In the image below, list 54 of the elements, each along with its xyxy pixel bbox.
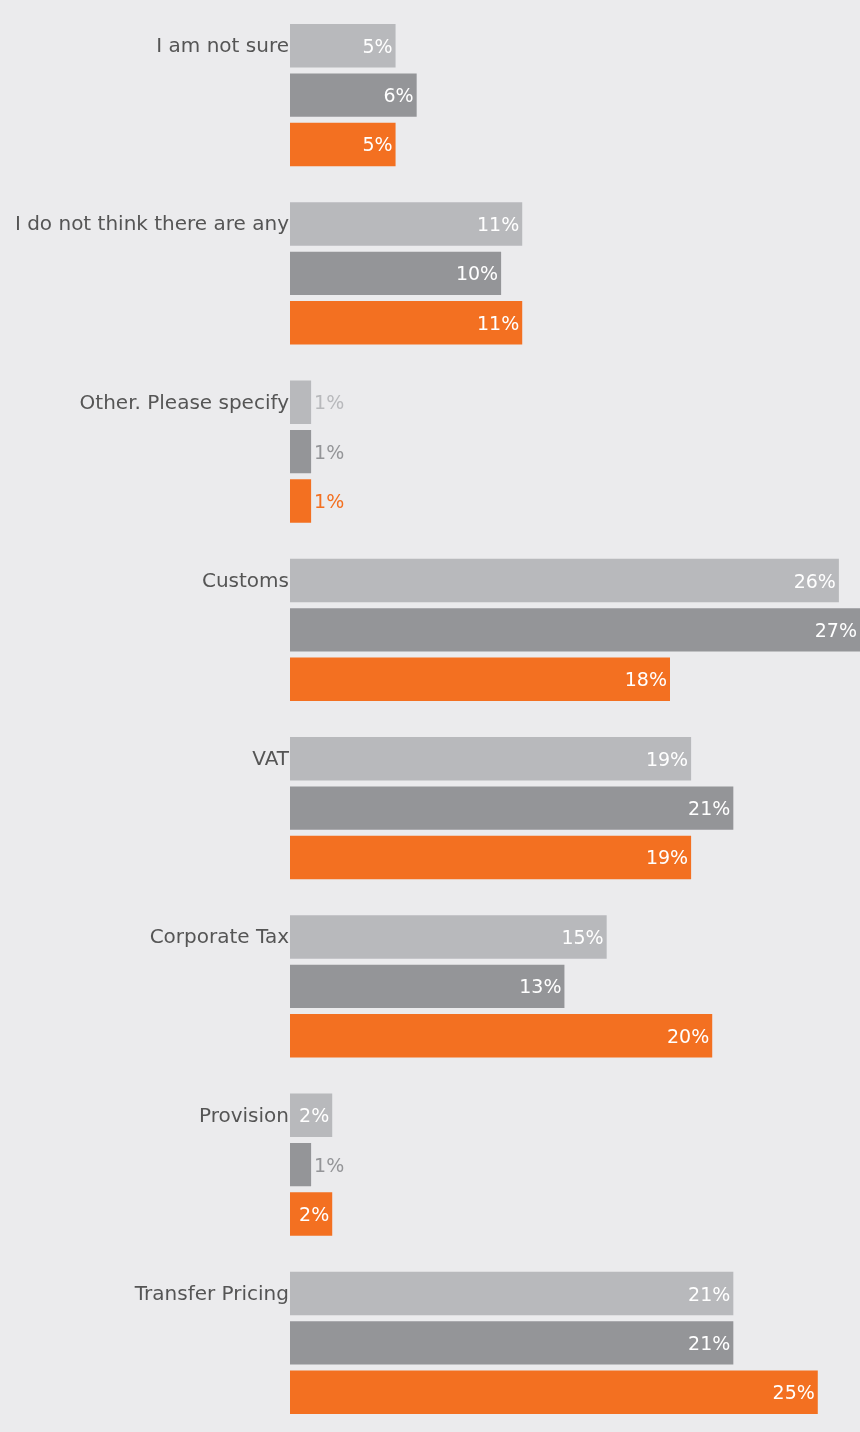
- data-label: 10%: [455, 262, 499, 285]
- data-label: 20%: [666, 1024, 710, 1047]
- data-label: 25%: [772, 1381, 815, 1404]
- bar: [290, 1013, 713, 1058]
- bar: [290, 737, 692, 781]
- data-label: 11%: [476, 213, 520, 236]
- data-label: 1%: [314, 440, 345, 463]
- data-label: 18%: [624, 668, 667, 691]
- data-label: 6%: [383, 84, 414, 107]
- bar: [290, 608, 860, 652]
- bar: [290, 73, 417, 117]
- data-label: 21%: [688, 1282, 731, 1305]
- bar: [290, 915, 607, 959]
- y-tick-label: Corporate Tax: [149, 924, 290, 949]
- bar: [290, 1142, 312, 1187]
- data-label: 15%: [561, 926, 604, 949]
- y-tick-label: Transfer Pricing: [133, 1280, 289, 1305]
- y-tick-label: Customs: [201, 567, 289, 592]
- bar: [290, 1192, 333, 1236]
- bar: [290, 1271, 734, 1316]
- bar: [290, 657, 670, 701]
- bar: [290, 202, 523, 246]
- data-label: 2%: [299, 1202, 330, 1225]
- data-label: 21%: [688, 797, 731, 820]
- bar: [290, 964, 565, 1009]
- bar: [290, 429, 312, 474]
- y-tick-label: Other. Please specify: [79, 389, 290, 414]
- data-label: 5%: [362, 133, 393, 156]
- bar: [290, 835, 692, 880]
- data-label: 21%: [688, 1331, 731, 1354]
- data-label: 5%: [362, 34, 393, 57]
- data-label: 1%: [314, 1153, 345, 1176]
- bar: [290, 558, 839, 603]
- bar: [290, 24, 396, 68]
- bar: [290, 251, 502, 296]
- bar: [290, 300, 523, 345]
- data-label: 27%: [814, 618, 857, 641]
- data-label: 19%: [645, 747, 689, 770]
- y-tick-label: Provision: [198, 1102, 289, 1127]
- data-label: 2%: [299, 1104, 330, 1127]
- bar: [290, 1370, 818, 1414]
- data-label: 19%: [645, 846, 689, 869]
- data-label: 13%: [519, 975, 562, 998]
- y-tick-label: I am not sure: [156, 33, 289, 58]
- bar: [290, 122, 396, 167]
- bar: [290, 380, 312, 425]
- data-label: 11%: [476, 311, 520, 334]
- data-label: 26%: [793, 569, 836, 592]
- bar: [290, 786, 734, 830]
- y-tick-label: VAT: [252, 746, 290, 771]
- data-label: 1%: [314, 489, 345, 512]
- bar: [290, 479, 312, 523]
- y-tick-label: I do not think there are any: [14, 211, 290, 236]
- bar: [290, 1321, 734, 1365]
